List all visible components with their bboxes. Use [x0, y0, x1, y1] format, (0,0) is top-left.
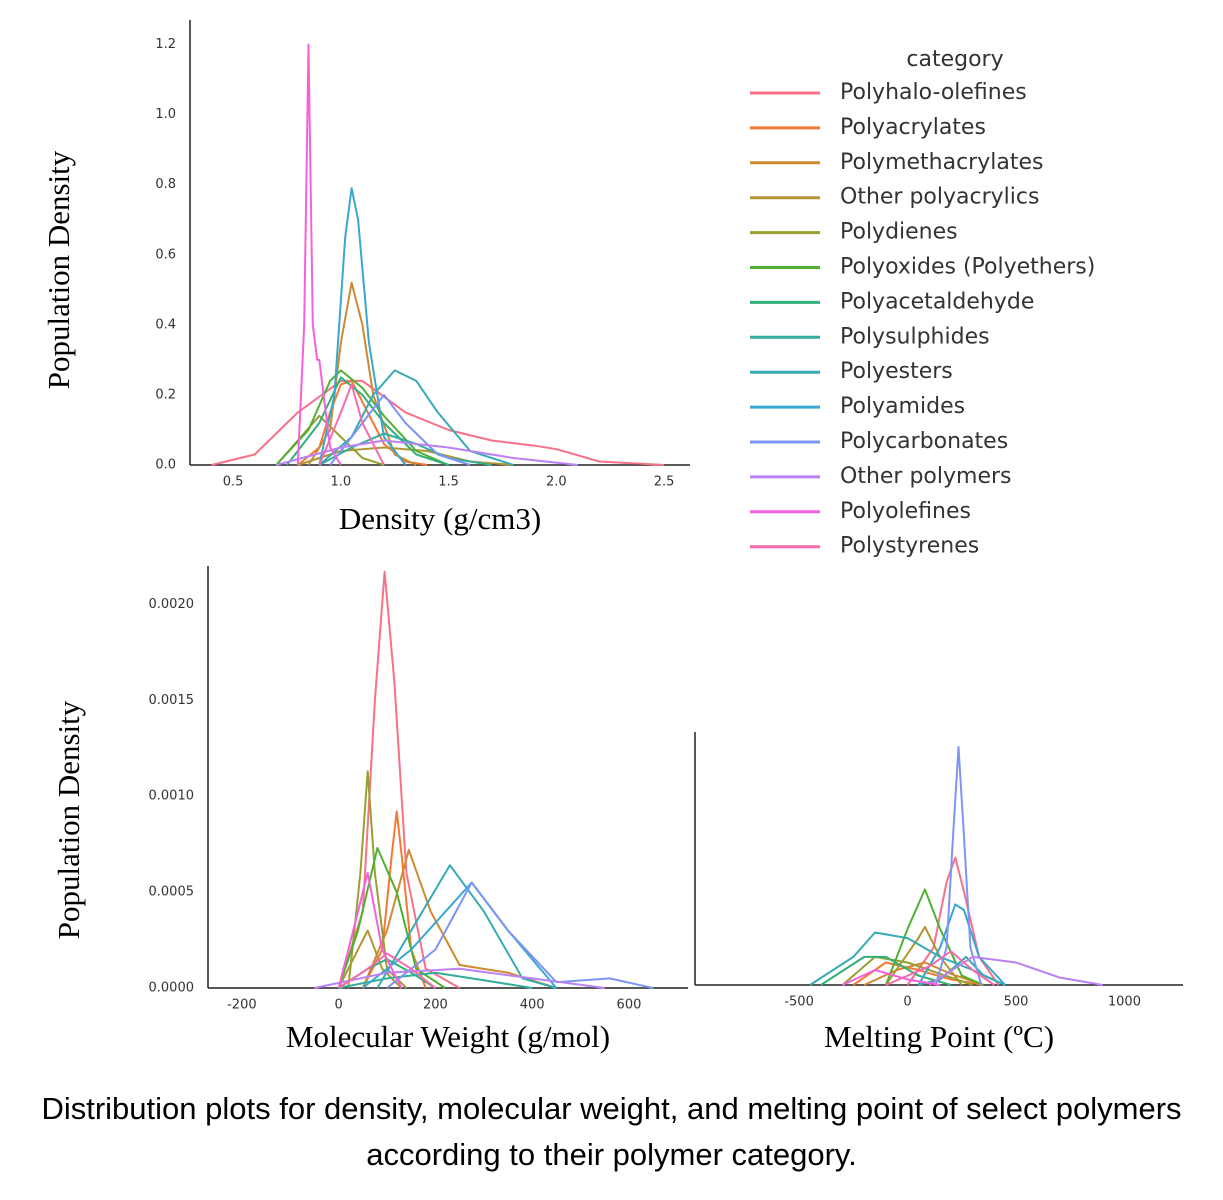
legend-label: Polyolefines [840, 499, 971, 524]
density-curve [318, 369, 514, 466]
x-axis-label: Melting Point (ºC) [824, 1019, 1054, 1054]
density-curve [318, 187, 407, 466]
density-curve [934, 746, 983, 986]
legend-label: Polycarbonates [840, 429, 1008, 454]
density-curve [329, 393, 471, 466]
y-axis-label: Population Density [51, 700, 86, 939]
density-curve [386, 881, 654, 989]
legend-label: Polyamides [840, 394, 965, 419]
density-curve [885, 950, 995, 986]
x-axis-label: Density (g/cm3) [339, 501, 541, 536]
legend-label: Polyoxides (Polyethers) [840, 255, 1095, 280]
x-tick-label: -200 [227, 998, 257, 1013]
y-tick-label: 0.0010 [149, 789, 195, 804]
density-curve [337, 847, 446, 989]
density-curve [917, 903, 1006, 986]
x-tick-label: 1000 [1108, 995, 1141, 1010]
y-tick-label: 0.0000 [149, 981, 195, 996]
x-tick-label: -500 [784, 995, 814, 1010]
y-tick-label: 0.8 [155, 177, 176, 192]
density-curve [211, 379, 665, 466]
density-curve [841, 955, 973, 986]
legend-label: Polyacetaldehyde [840, 289, 1034, 314]
legend-label: Polyesters [840, 359, 953, 384]
x-tick-label: 2.5 [654, 475, 675, 490]
legend-label: Polyacrylates [840, 115, 986, 140]
legend-label: Polymethacrylates [840, 150, 1043, 175]
density-curve [318, 383, 385, 466]
density-curve [863, 961, 984, 986]
x-tick-label: 1.5 [438, 475, 459, 490]
y-tick-label: 0.0 [155, 458, 176, 473]
y-tick-label: 0.6 [155, 247, 176, 262]
legend-label: Polystyrenes [840, 534, 979, 559]
y-tick-label: 0.0005 [149, 885, 195, 900]
density-curve [820, 955, 952, 986]
density-curve [928, 955, 1103, 986]
x-tick-label: 1.0 [331, 475, 352, 490]
density-curve [842, 969, 941, 986]
y-tick-label: 0.4 [155, 317, 176, 332]
x-tick-label: 0 [903, 995, 911, 1010]
y-tick-label: 0.0015 [149, 693, 195, 708]
legend-title: category [906, 47, 1003, 72]
density-curve [338, 952, 437, 989]
density-curve [337, 871, 403, 989]
density-curve [286, 376, 449, 466]
x-tick-label: 400 [520, 998, 545, 1013]
y-axis-label: Population Density [41, 150, 76, 389]
x-tick-label: 0.5 [223, 475, 244, 490]
density-curve [307, 281, 417, 466]
y-tick-label: 1.2 [155, 37, 176, 52]
density-curve [337, 570, 461, 989]
x-tick-label: 2.0 [546, 475, 567, 490]
legend-label: Polyhalo-olefines [840, 80, 1027, 105]
density-curve [885, 925, 963, 986]
density-curve [314, 967, 605, 989]
y-tick-label: 0.0020 [149, 597, 195, 612]
legend-label: Polydienes [840, 220, 958, 245]
x-axis-label: Molecular Weight (g/mol) [286, 1019, 610, 1054]
x-tick-label: 600 [617, 998, 642, 1013]
legend-label: Other polyacrylics [840, 185, 1039, 210]
y-tick-label: 0.2 [155, 387, 176, 402]
density-curve [275, 439, 579, 466]
density-curve [361, 848, 557, 989]
y-tick-label: 1.0 [155, 107, 176, 122]
legend-label: Other polymers [840, 464, 1012, 489]
density-curve [318, 432, 492, 466]
x-tick-label: 0 [335, 998, 343, 1013]
caption: Distribution plots for density, molecula… [41, 1091, 1182, 1172]
figure: 0.5 1.0 1.5 2.0 2.5 0.0 0.2 0.4 0.6 0.8 1.0 1.2 Popu… [41, 20, 1183, 1054]
legend-label: Polysulphides [840, 324, 990, 349]
density-curve [296, 43, 342, 466]
x-tick-label: 200 [423, 998, 448, 1013]
x-tick-label: 500 [1004, 995, 1029, 1010]
density-curve [906, 856, 1000, 986]
density-curve [275, 369, 449, 466]
